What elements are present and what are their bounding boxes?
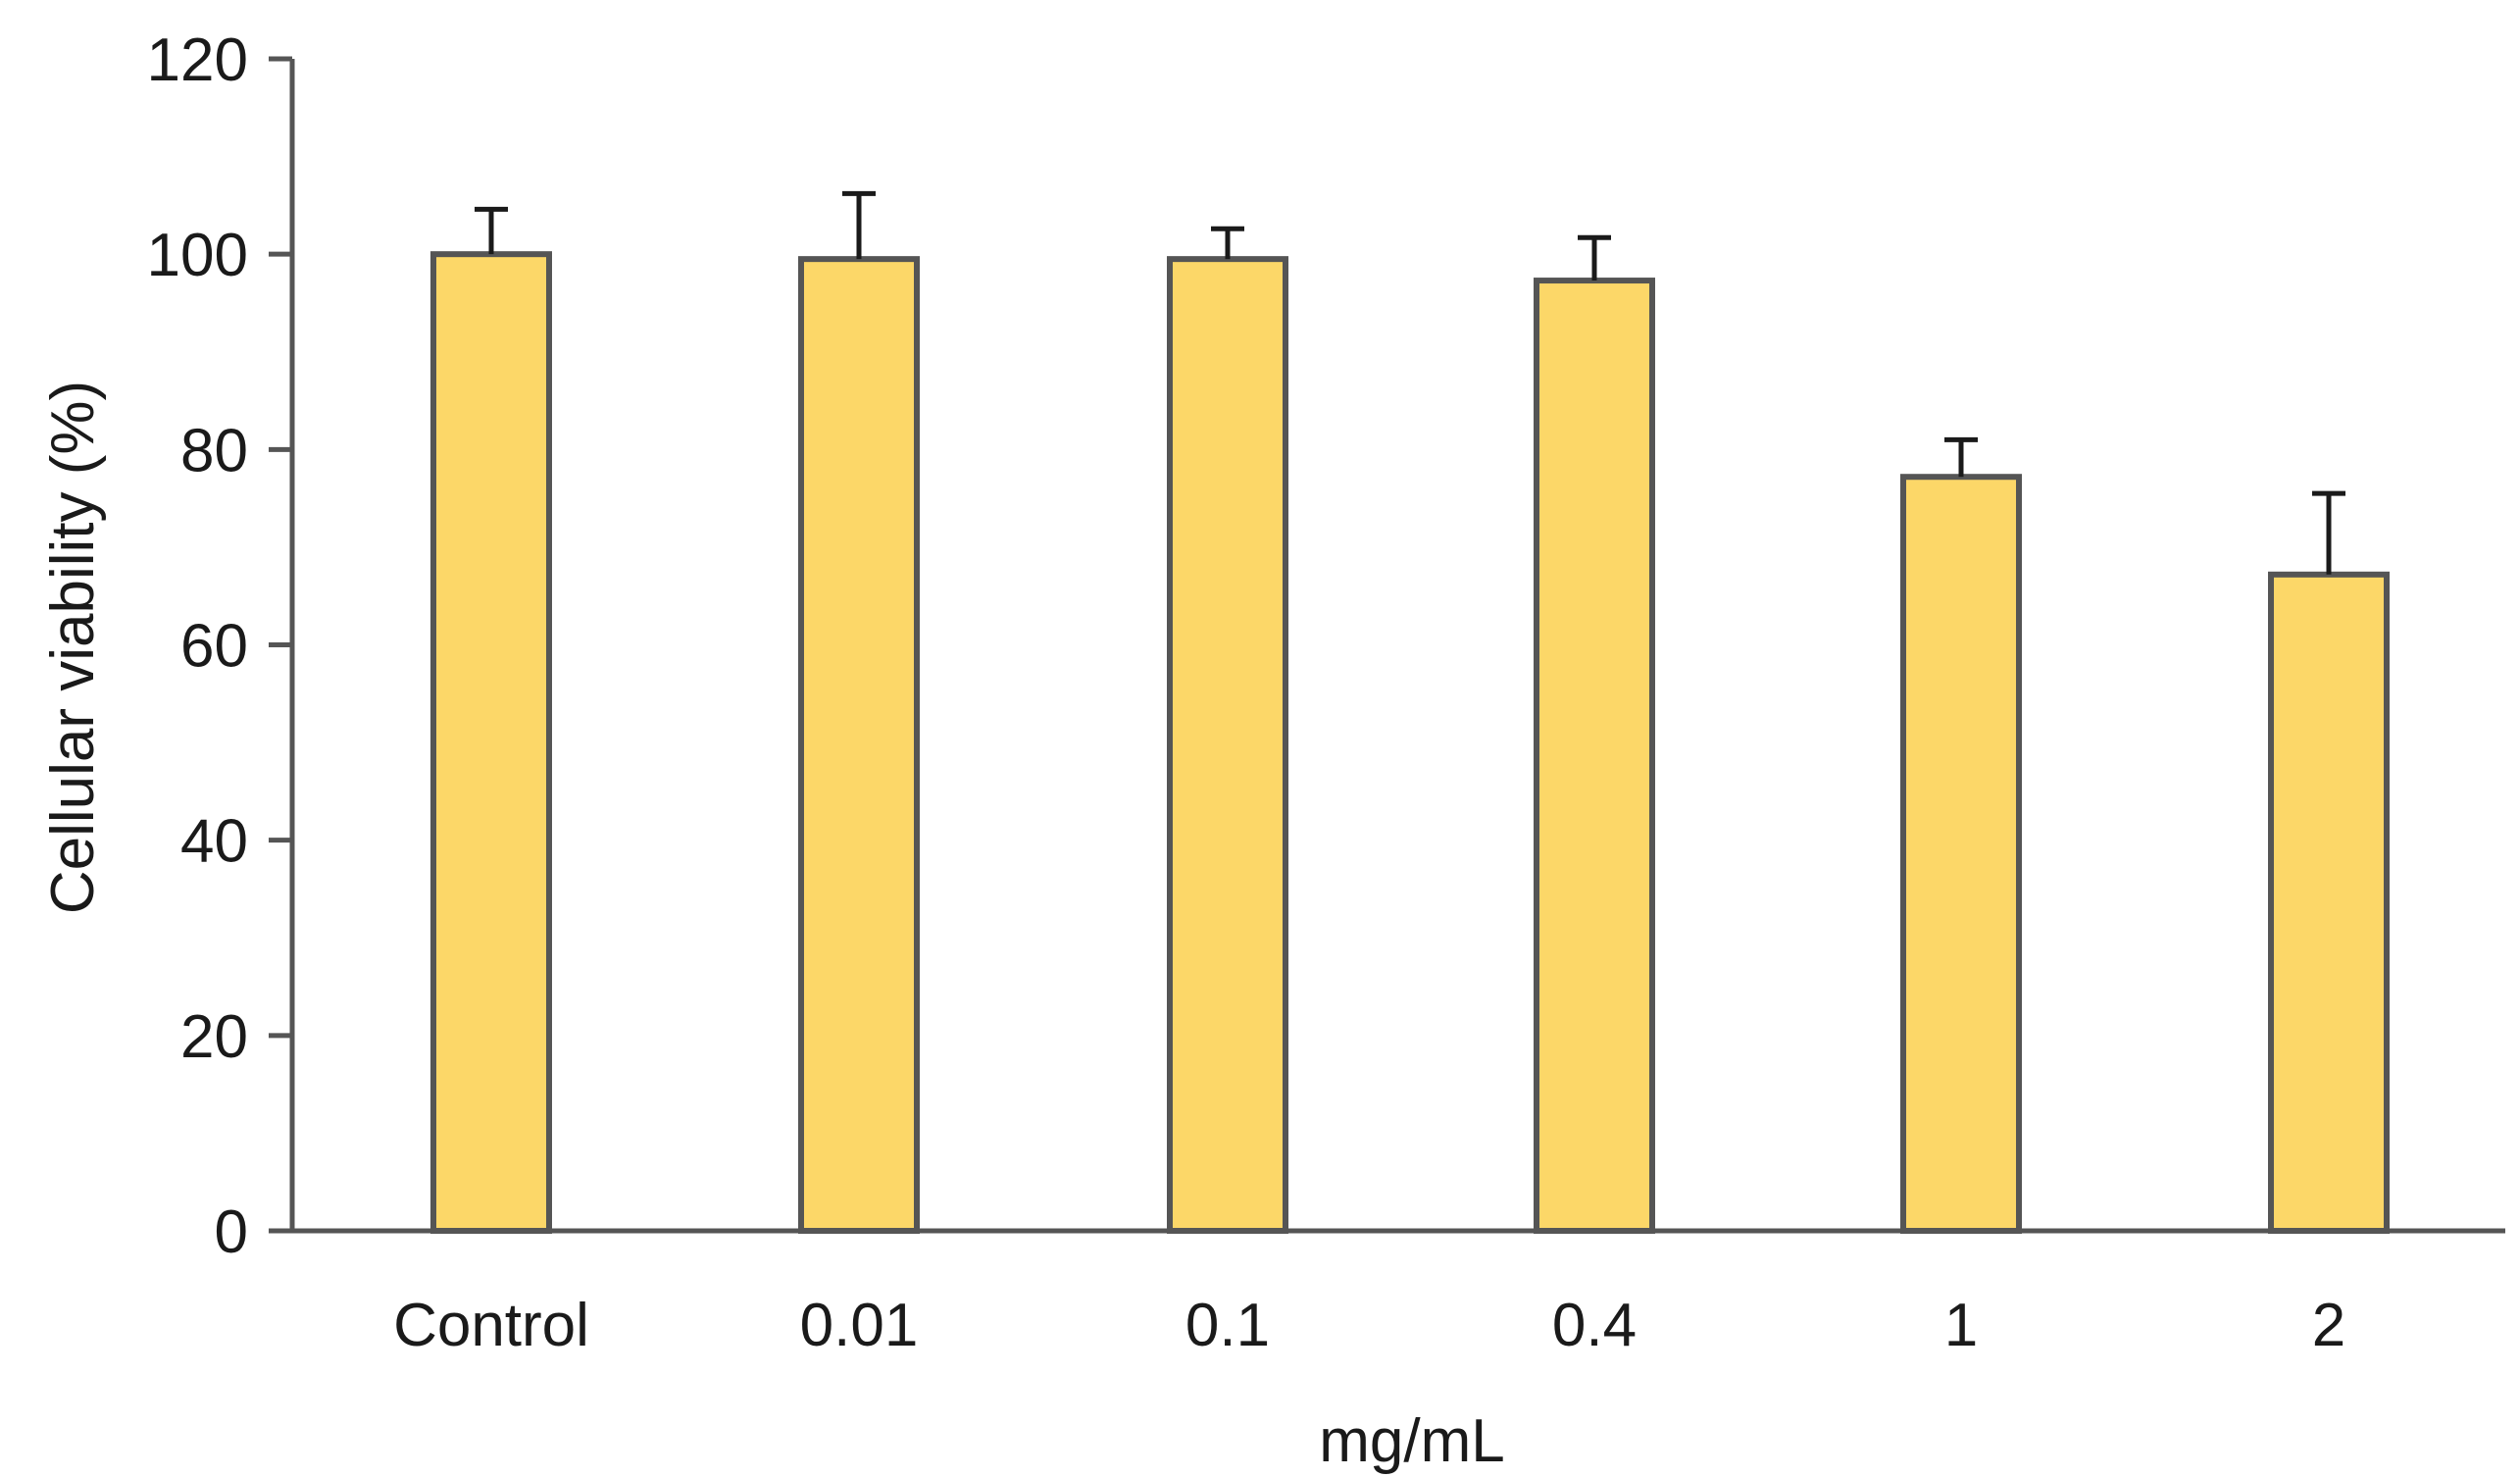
y-tick-label-60: 60 (180, 613, 248, 681)
bar-control (430, 251, 552, 1234)
y-tick-label-120: 120 (147, 26, 248, 94)
error-bar-0-4 (1578, 234, 1611, 281)
y-tick-label-80: 80 (180, 417, 248, 484)
x-tick-label-2: 2 (2312, 1292, 2345, 1359)
x-axis-title: mg/mL (1319, 1407, 1504, 1475)
error-bar-1 (1944, 436, 1978, 478)
x-tick-label-control: Control (393, 1292, 589, 1359)
x-tick-label-0-4: 0.4 (1552, 1292, 1637, 1359)
error-bar-0-1 (1211, 226, 1244, 260)
error-bar-0-01 (842, 190, 876, 260)
y-tick-label-20: 20 (180, 1003, 248, 1071)
bar-0-4 (1534, 278, 1655, 1235)
y-tick-label-0: 0 (215, 1198, 248, 1266)
x-tick-label-1: 1 (1944, 1292, 1978, 1359)
y-tick-label-40: 40 (180, 808, 248, 876)
error-bars-layer (475, 190, 2345, 575)
y-tick-label-100: 100 (147, 222, 248, 289)
bar-0-01 (798, 256, 920, 1235)
error-bar-2 (2312, 490, 2345, 575)
bar-1 (1900, 474, 2022, 1234)
labels-layer: 0 20 40 60 80 100 120 Control 0.01 0.1 0.4 1 2 mg/mL C… (39, 26, 2345, 1475)
x-tick-label-0-1: 0.1 (1185, 1292, 1270, 1359)
error-bar-control (475, 206, 508, 255)
y-axis-title: Cellular viability (%) (39, 381, 107, 914)
x-tick-label-0-01: 0.01 (800, 1292, 919, 1359)
bars-layer (430, 251, 2390, 1235)
bar-0-1 (1167, 256, 1288, 1235)
bar-2 (2268, 571, 2390, 1234)
axes-layer (269, 56, 2505, 1234)
